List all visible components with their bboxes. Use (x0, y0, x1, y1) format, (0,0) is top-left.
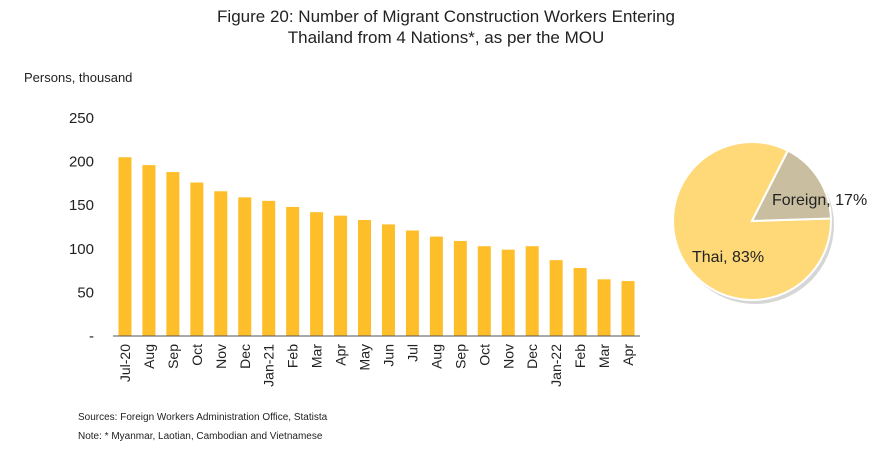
x-tick-label: Aug (141, 344, 157, 369)
x-tick-label: Feb (572, 344, 588, 368)
bar (381, 224, 395, 336)
x-tick-label: Dec (237, 344, 253, 369)
bar (286, 206, 300, 336)
sources-note: Sources: Foreign Workers Administration … (78, 412, 328, 423)
bar (549, 260, 563, 336)
bar (118, 157, 132, 336)
bar (142, 165, 156, 336)
y-tick-label: 100 (69, 241, 94, 258)
chart-title-line-2: Thailand from 4 Nations*, as per the MOU (287, 28, 605, 47)
bar (334, 215, 348, 336)
bar (429, 236, 443, 336)
x-tick-label: Oct (189, 344, 205, 366)
x-tick-label: Mar (309, 344, 325, 368)
chart-title-line-1: Figure 20: Number of Migrant Constructio… (217, 7, 675, 26)
bar (525, 246, 539, 336)
bar (597, 279, 611, 336)
x-tick-label: Sep (165, 344, 181, 369)
bar (214, 191, 228, 336)
bar (621, 281, 635, 336)
x-tick-label: Apr (333, 344, 349, 366)
pie-slice-label: Foreign, 17% (772, 192, 867, 209)
x-tick-label: Nov (500, 344, 516, 369)
x-tick-label: Aug (428, 344, 444, 369)
x-tick-label: Jun (380, 344, 396, 367)
x-tick-label: Apr (620, 344, 636, 366)
bar (166, 172, 180, 336)
bar (358, 220, 372, 336)
x-tick-label: Nov (213, 344, 229, 369)
pie-slice-label: Thai, 83% (692, 249, 764, 266)
y-tick-label: 50 (77, 284, 94, 301)
bar (262, 200, 276, 336)
x-tick-label: Dec (524, 344, 540, 369)
bar (238, 197, 252, 336)
bar (190, 182, 204, 336)
y-tick-label: 200 (69, 154, 94, 171)
x-tick-label: Jul (404, 344, 420, 362)
pie-slice (750, 149, 832, 223)
x-tick-label: May (357, 344, 373, 370)
x-tick-label: Jul-20 (117, 344, 133, 382)
bar (477, 246, 491, 336)
bar (573, 267, 587, 336)
bar (405, 230, 419, 336)
x-tick-label: Feb (285, 344, 301, 368)
y-tick-label: - (89, 328, 94, 345)
x-tick-label: Mar (596, 344, 612, 368)
y-axis-unit-label: Persons, thousand (24, 70, 133, 85)
x-tick-label: Jan-21 (261, 344, 277, 387)
bar (501, 249, 515, 336)
bar (453, 240, 467, 336)
y-tick-label: 150 (69, 197, 94, 214)
bar (310, 212, 324, 336)
pie-chart: Thai, 83% Foreign, 17% (672, 141, 867, 304)
y-tick-label: 250 (69, 110, 94, 127)
bar-chart: - 50 100 150 200 250 Jul-20 Aug Sep Oct Nov Dec Jan-… (69, 110, 640, 387)
chart-title: Figure 20: Number of Migrant Constructio… (0, 6, 892, 48)
x-tick-label: Oct (476, 344, 492, 366)
x-tick-label: Jan-22 (548, 344, 564, 387)
footnote: Note: * Myanmar, Laotian, Cambodian and … (78, 431, 323, 442)
x-tick-label: Sep (452, 344, 468, 369)
